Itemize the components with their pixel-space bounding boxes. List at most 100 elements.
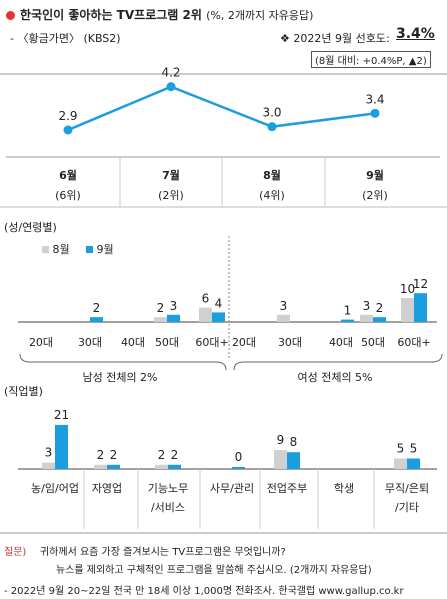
bar-label-aug: 3 [280,299,288,313]
bar-label-aug: 6 [202,292,210,306]
bar-sep [407,458,420,469]
bar-sep [107,464,120,469]
bar-label-aug: 2 [158,448,166,462]
job-section-label: (직업별) [4,385,43,398]
bar-label-sep: 1 [344,304,352,318]
rate-change: (8월 대비: +0.4%P, ▲2) [311,51,431,68]
job-category-label: /기타 [395,501,419,514]
bar-aug [360,314,373,322]
bar-sep [212,312,225,322]
age-category-label: 30대 [277,336,303,349]
age-category-label: 60대+ [397,336,431,349]
job-category-label: 사무/관리 [209,482,255,495]
bar-aug [154,317,167,322]
age-category-label: 50대 [360,336,386,349]
female-total-label: 여성 전체의 5% [297,371,373,384]
bar-sep [167,314,180,322]
bar-label-sep: 12 [413,277,428,291]
bar-sep [232,467,245,469]
female-bracket [233,353,443,371]
data-label: 4.2 [161,66,180,80]
bar-sep [287,452,300,469]
male-total-label: 남성 전체의 2% [82,371,158,384]
bar-label-aug: 5 [397,442,405,456]
data-point [370,108,380,118]
data-label: 3.4 [365,92,384,106]
legend-sep-text: 9월 [96,243,114,256]
legend-swatch-gray [42,246,49,253]
legend-aug-text: 8월 [52,243,70,256]
series-line [67,85,376,132]
age-category-label: 50대 [154,336,180,349]
data-label: 2.9 [58,109,77,123]
bar-label-aug: 3 [363,299,371,313]
bar-label-sep: 2 [376,301,384,315]
program-name: - 〈황금가면〉 (KBS2) [10,32,121,45]
age-category-label: 60대+ [195,336,229,349]
bar-label-aug: 10 [400,282,415,296]
bar-sep [373,317,386,322]
question-line-1: 귀하께서 요즘 가장 즐겨보시는 TV프로그램은 무엇입니까? [40,547,286,558]
bar-aug [42,462,55,469]
bar-label-sep: 2 [93,301,101,315]
bar-label-sep: 3 [170,299,178,313]
age-category-label: 30대 [77,336,103,349]
legend-swatch-blue [86,246,93,253]
month-label: 9월 [366,169,384,182]
bar-aug [94,464,107,469]
bar-aug [401,298,414,322]
rank-label: (2위) [362,189,388,202]
job-category-label: 자영업 [91,482,123,495]
bar-sep [341,319,354,322]
diamond-icon: ❖ [280,32,290,45]
bar-aug [274,450,287,469]
bar-label-sep: 21 [54,408,69,422]
bar-sep [90,317,103,322]
rate-label: ❖ 2022년 9월 선호도: [280,30,390,46]
rate-value: 3.4% [396,26,435,42]
title-text: 한국인이 좋아하는 TV프로그램 2위 [20,8,202,22]
data-point [63,125,73,135]
bar-label-aug: 2 [97,448,105,462]
job-category-label: 무직/은퇴 [384,482,430,495]
bar-label-sep: 2 [110,448,118,462]
rate-label-text: 2022년 9월 선호도: [293,32,390,45]
bar-label-sep: 2 [171,448,179,462]
data-label: 3.0 [262,106,281,120]
month-label: 6월 [59,169,77,182]
bar-label-aug: 9 [277,433,285,447]
rank-label: (4위) [259,189,285,202]
bar-aug [155,464,168,469]
legend-sep: 9월 [86,241,114,257]
title-note: (%, 2개까지 자유응답) [206,9,314,22]
bar-aug [199,307,212,322]
source-note: - 2022년 9월 20~22일 전국 만 18세 이상 1,000명 전화조… [4,586,404,597]
month-label: 7월 [162,169,180,182]
bar-label-sep: 0 [235,450,243,464]
bar-aug [394,458,407,469]
question-line-2: 뉴스를 제외하고 구체적인 프로그램을 말씀해 주십시오. (2개까지 자유응답… [56,565,372,576]
month-label: 8월 [263,169,281,182]
rank-label: (6위) [55,189,81,202]
bar-label-sep: 5 [410,442,418,456]
job-category-label: 학생 [333,482,355,495]
data-point [166,82,176,92]
bar-label-sep: 4 [215,296,223,310]
age-category-label: 20대 [28,336,54,349]
rank-label: (2위) [158,189,184,202]
bar-sep [55,424,68,469]
bar-sep [168,464,181,469]
data-point [267,122,277,132]
job-category-label: 전업주부 [266,482,308,495]
bar-label-aug: 2 [157,301,165,315]
bar-aug [277,314,290,322]
age-category-label: 20대 [231,336,257,349]
male-bracket [19,353,227,371]
chart-title: 한국인이 좋아하는 TV프로그램 2위 (%, 2개까지 자유응답) [6,6,313,23]
legend-aug: 8월 [42,241,70,257]
age-category-label: 40대 [328,336,354,349]
gender-age-section-label: (성/연령별) [4,221,57,234]
age-category-label: 40대 [120,336,146,349]
job-category-label: /서비스 [150,501,186,514]
